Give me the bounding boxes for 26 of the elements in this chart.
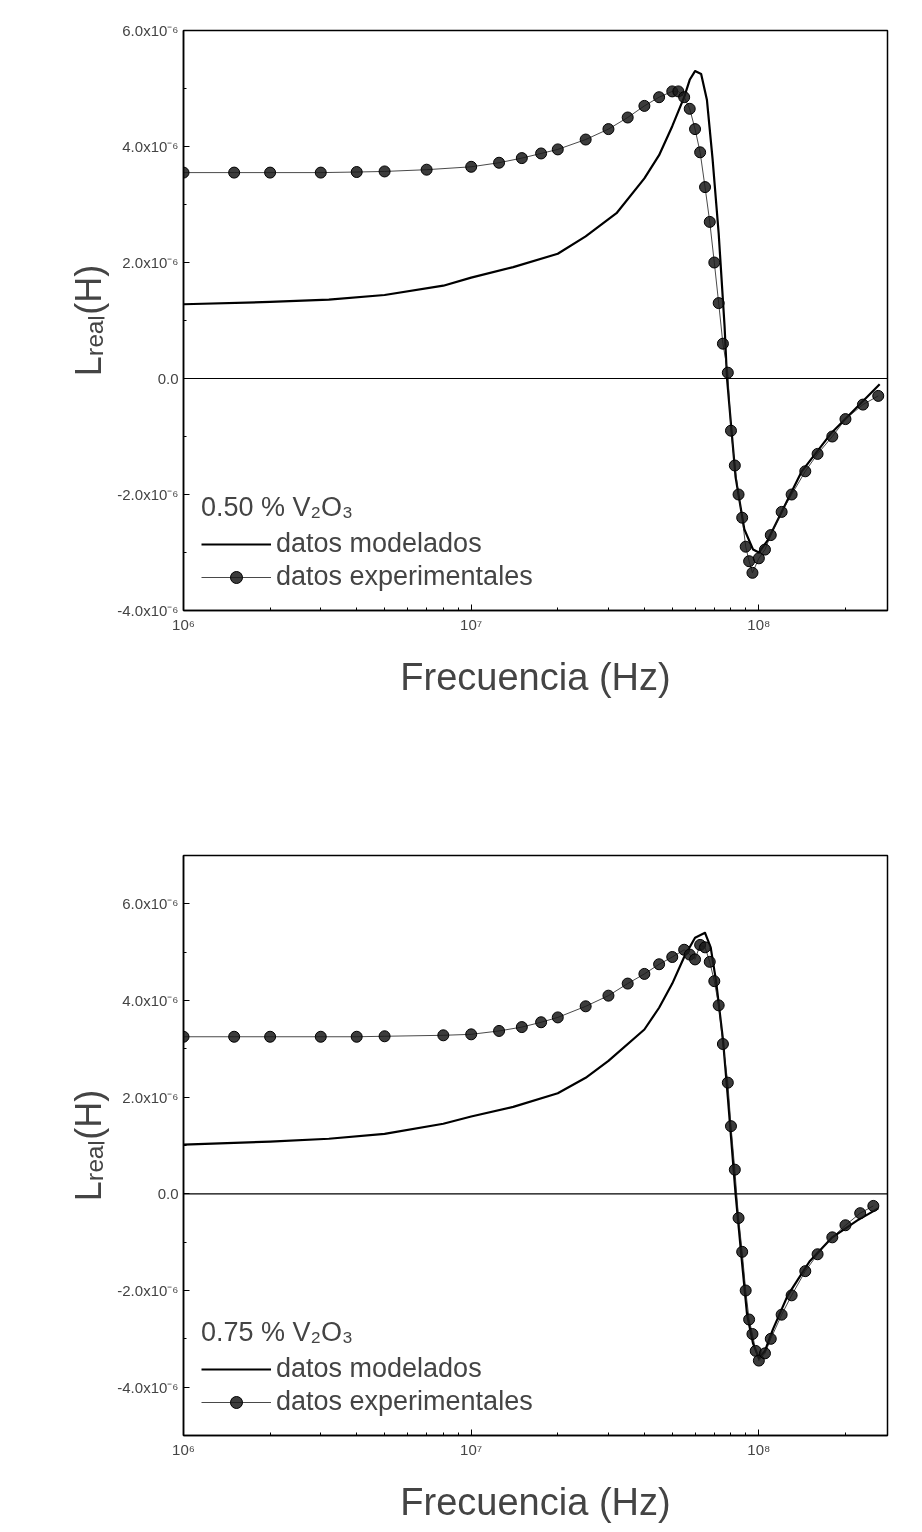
x-axis-title: Frecuencia (Hz): [400, 1480, 671, 1523]
x-tick-label: 10⁷: [460, 615, 483, 633]
legend-title: 0.50 % V₂O₃: [201, 492, 355, 523]
legend-title: 0.75 % V₂O₃: [201, 1317, 355, 1348]
x-tick-label: 10⁸: [747, 615, 771, 633]
legend-label: datos experimentales: [276, 561, 533, 592]
x-tick-label: 10⁷: [460, 1440, 483, 1458]
x-axis-title: Frecuencia (Hz): [400, 655, 671, 698]
y-tick-label: 4.0x10⁻⁶: [122, 992, 179, 1009]
y-tick-label: 4.0x10⁻⁶: [122, 138, 179, 155]
y-tick-label: 2.0x10⁻⁶: [122, 254, 179, 271]
y-tick-label: 0.0: [157, 1185, 179, 1203]
y-tick-label: -2.0x10⁻⁶: [117, 486, 179, 503]
y-axis-title: Lᵣₑₐₗ(H): [68, 264, 110, 377]
y-axis-title: Lᵣₑₐₗ(H): [68, 1089, 110, 1202]
y-tick-label: 2.0x10⁻⁶: [122, 1088, 179, 1106]
x-tick-label: 10⁸: [747, 1440, 771, 1458]
legend-label: datos experimentales: [276, 1386, 533, 1417]
x-tick-label: 10⁶: [172, 1440, 195, 1458]
y-tick-label: -2.0x10⁻⁶: [117, 1282, 179, 1299]
y-tick-label: 6.0x10⁻⁶: [122, 22, 179, 39]
legend-label: datos modelados: [276, 528, 482, 559]
y-tick-label: 0.0: [157, 370, 179, 387]
legend-label: datos modelados: [276, 1353, 482, 1384]
y-tick-label: -4.0x10⁻⁶: [117, 1378, 179, 1396]
y-tick-label: 6.0x10⁻⁶: [122, 895, 179, 913]
